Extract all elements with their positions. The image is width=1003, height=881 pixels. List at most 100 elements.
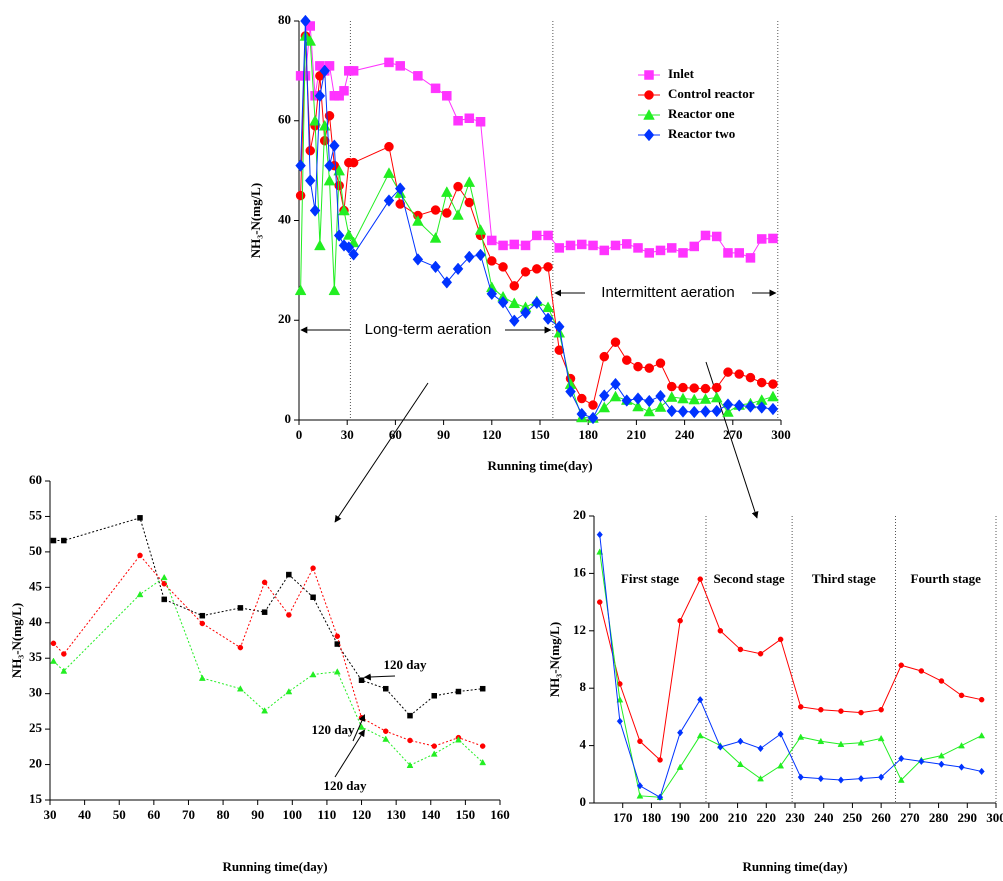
marker <box>768 233 778 244</box>
y-tick-label: 25 <box>29 720 43 735</box>
marker <box>978 767 985 776</box>
marker <box>677 729 684 737</box>
marker <box>304 35 317 46</box>
marker <box>430 750 438 757</box>
marker <box>577 393 587 404</box>
x-tick-label: 30 <box>44 807 57 822</box>
marker <box>314 239 326 251</box>
marker <box>655 245 666 256</box>
y-tick-label: 8 <box>580 679 587 694</box>
marker <box>508 297 521 309</box>
marker <box>475 116 486 127</box>
marker <box>689 241 699 252</box>
marker <box>737 646 744 653</box>
marker <box>520 267 531 277</box>
marker <box>394 182 406 195</box>
marker <box>587 411 599 425</box>
marker <box>498 262 508 272</box>
marker <box>452 262 464 276</box>
marker <box>678 382 688 393</box>
marker <box>817 774 824 783</box>
y-tick-label: 35 <box>29 649 43 664</box>
legend-marker <box>644 70 654 80</box>
marker <box>60 667 68 674</box>
x-tick-label: 280 <box>929 810 949 825</box>
marker <box>479 685 486 692</box>
marker <box>137 552 143 559</box>
series-line <box>300 25 773 259</box>
marker <box>918 668 925 674</box>
x-tick-label: 50 <box>113 807 126 822</box>
marker <box>978 696 985 703</box>
marker <box>199 612 206 619</box>
marker <box>304 174 316 187</box>
marker <box>878 773 885 781</box>
marker <box>286 612 292 618</box>
marker <box>479 758 487 766</box>
x-tick-label: 260 <box>871 810 891 825</box>
marker <box>676 763 684 770</box>
y-tick-label: 20 <box>278 311 291 326</box>
x-tick-label: 150 <box>456 807 476 822</box>
marker <box>455 736 462 743</box>
marker <box>958 763 965 771</box>
marker <box>486 287 498 301</box>
marker <box>323 174 336 186</box>
marker <box>136 590 144 598</box>
marker <box>918 757 925 766</box>
marker <box>666 404 678 418</box>
x-tick-label: 60 <box>389 427 402 442</box>
y-tick-label: 30 <box>29 685 42 700</box>
x-tick-label: 100 <box>283 807 303 822</box>
marker <box>198 674 206 681</box>
marker <box>160 573 168 581</box>
marker <box>453 116 463 126</box>
x-tick-label: 140 <box>421 807 441 822</box>
marker <box>797 773 804 781</box>
marker <box>520 240 531 251</box>
marker <box>696 732 704 739</box>
marker <box>666 243 677 253</box>
marker <box>452 209 464 220</box>
marker <box>717 628 724 634</box>
marker <box>542 312 554 325</box>
marker <box>636 792 644 799</box>
marker <box>654 401 667 412</box>
x-tick-label: 200 <box>699 810 719 825</box>
y-tick-label: 4 <box>580 737 587 752</box>
annotation-arrow <box>363 673 396 681</box>
marker <box>577 239 587 250</box>
series-line <box>53 554 483 747</box>
marker <box>406 761 414 769</box>
marker <box>328 284 341 296</box>
marker <box>50 537 57 544</box>
annotation-arrow <box>352 714 366 742</box>
marker <box>596 531 603 539</box>
annotation: 120 day <box>324 778 367 793</box>
marker <box>348 248 359 261</box>
marker <box>978 732 986 739</box>
marker <box>644 248 655 258</box>
marker <box>509 281 520 291</box>
marker <box>817 737 825 745</box>
x-tick-label: 40 <box>78 807 91 822</box>
marker <box>199 620 206 627</box>
x-axis-title: Running time(day) <box>742 859 847 874</box>
marker <box>497 296 509 309</box>
marker <box>236 685 244 692</box>
marker <box>689 383 699 393</box>
marker <box>644 363 655 373</box>
marker <box>61 651 67 657</box>
marker <box>636 782 644 790</box>
marker <box>464 113 475 124</box>
marker <box>543 230 553 241</box>
marker <box>898 662 904 668</box>
x-tick-label: 250 <box>843 810 863 825</box>
y-tick-label: 0 <box>285 411 292 426</box>
series-line <box>599 551 982 798</box>
marker <box>429 232 442 243</box>
legend-marker <box>643 109 655 120</box>
marker <box>487 256 497 266</box>
marker <box>723 248 733 258</box>
marker <box>412 215 424 226</box>
